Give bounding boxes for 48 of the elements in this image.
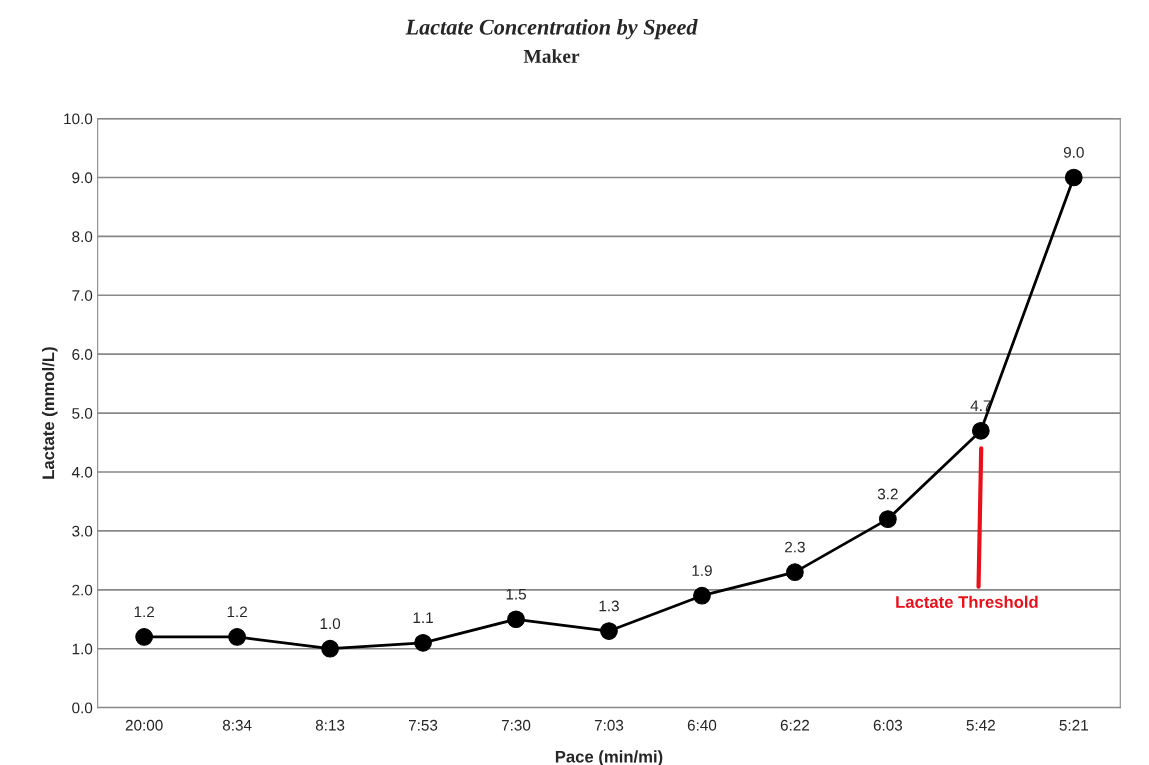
data-label: 3.2: [877, 488, 898, 500]
y-tick-label: 9.0: [72, 172, 93, 184]
data-label: 1.9: [692, 565, 712, 577]
x-tick-label: 6:22: [780, 719, 809, 731]
y-tick-label: 3.0: [72, 525, 93, 537]
data-label: 1.3: [599, 600, 619, 612]
chart-title: Lactate Concentration by Speed: [405, 19, 698, 40]
point: [693, 586, 711, 605]
y-tick-label: 6.0: [72, 349, 93, 360]
y-tick-label: 8.0: [72, 231, 93, 243]
x-tick-label: 6:03: [873, 719, 903, 731]
y-tick-label: 7.0: [72, 290, 93, 301]
point: [321, 639, 339, 658]
y-tick-label: 2.0: [72, 584, 93, 596]
y-tick-label: 1.0: [72, 643, 93, 655]
data-label: 1.1: [413, 612, 433, 623]
x-tick-label: 7:03: [594, 719, 624, 731]
chart-subtitle: Maker: [523, 49, 580, 63]
x-tick-label: 8:13: [315, 719, 345, 731]
data-label: 9.0: [1063, 146, 1084, 158]
x-tick-label: 20:00: [125, 719, 163, 731]
point: [414, 633, 432, 652]
y-tick-label: 5.0: [72, 407, 93, 419]
point: [879, 510, 897, 528]
point: [600, 622, 618, 640]
data-label: 1.0: [320, 618, 341, 630]
point: [135, 628, 153, 646]
x-tick-label: 7:30: [501, 719, 531, 731]
x-tick-label: 5:21: [1059, 719, 1088, 731]
data-label: 2.3: [785, 541, 805, 553]
y-tick-label: 10.0: [64, 113, 93, 125]
point: [1064, 168, 1083, 187]
data-label: 1.2: [227, 606, 247, 618]
x-tick-label: 5:42: [966, 719, 995, 731]
x-tick-label: 7:53: [408, 719, 438, 731]
data-label: 1.2: [134, 606, 154, 618]
x-axis-title: Pace (min/mi): [555, 750, 663, 765]
y-axis-title: Lactate (mmol/L): [41, 347, 58, 479]
data-label: 1.5: [506, 588, 526, 600]
y-tick-label: 0.0: [72, 702, 93, 714]
x-tick-label: 6:40: [687, 719, 717, 731]
point: [228, 628, 246, 646]
point: [507, 610, 525, 629]
annotation: Lactate Threshold: [896, 595, 1038, 608]
point: [786, 563, 804, 581]
y-tick-label: 4.0: [71, 466, 93, 478]
x-tick-label: 8:34: [222, 719, 252, 731]
point: [971, 421, 990, 440]
